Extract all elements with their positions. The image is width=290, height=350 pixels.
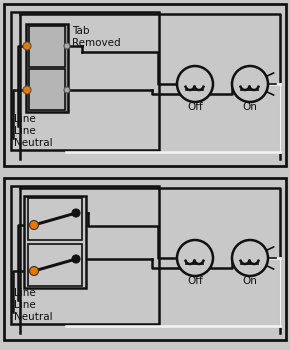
- Bar: [4, 178, 286, 340]
- Circle shape: [64, 43, 70, 49]
- Bar: [11, 186, 159, 324]
- Circle shape: [23, 86, 31, 94]
- Text: Off: Off: [187, 102, 203, 112]
- Bar: [28, 244, 82, 286]
- Text: Line: Line: [14, 288, 36, 298]
- Text: Neutral: Neutral: [14, 138, 52, 148]
- Text: Off: Off: [187, 276, 203, 286]
- Circle shape: [72, 255, 80, 263]
- Circle shape: [232, 240, 268, 276]
- Circle shape: [177, 66, 213, 102]
- Bar: [29, 69, 65, 110]
- Bar: [29, 26, 65, 67]
- Circle shape: [177, 240, 213, 276]
- Circle shape: [64, 87, 70, 93]
- Text: Tab
Removed: Tab Removed: [72, 26, 121, 48]
- Text: On: On: [242, 276, 258, 286]
- Text: On: On: [242, 102, 258, 112]
- Text: Line: Line: [14, 300, 36, 310]
- Bar: [4, 4, 286, 166]
- Bar: [28, 198, 82, 240]
- Bar: [11, 12, 159, 150]
- Text: Neutral: Neutral: [14, 312, 52, 322]
- Circle shape: [72, 209, 80, 217]
- Text: Line: Line: [14, 114, 36, 124]
- Bar: [26, 24, 68, 112]
- Circle shape: [30, 220, 39, 230]
- Circle shape: [23, 42, 31, 50]
- Bar: [24, 196, 86, 288]
- Circle shape: [30, 266, 39, 275]
- Text: Line: Line: [14, 126, 36, 136]
- Circle shape: [232, 66, 268, 102]
